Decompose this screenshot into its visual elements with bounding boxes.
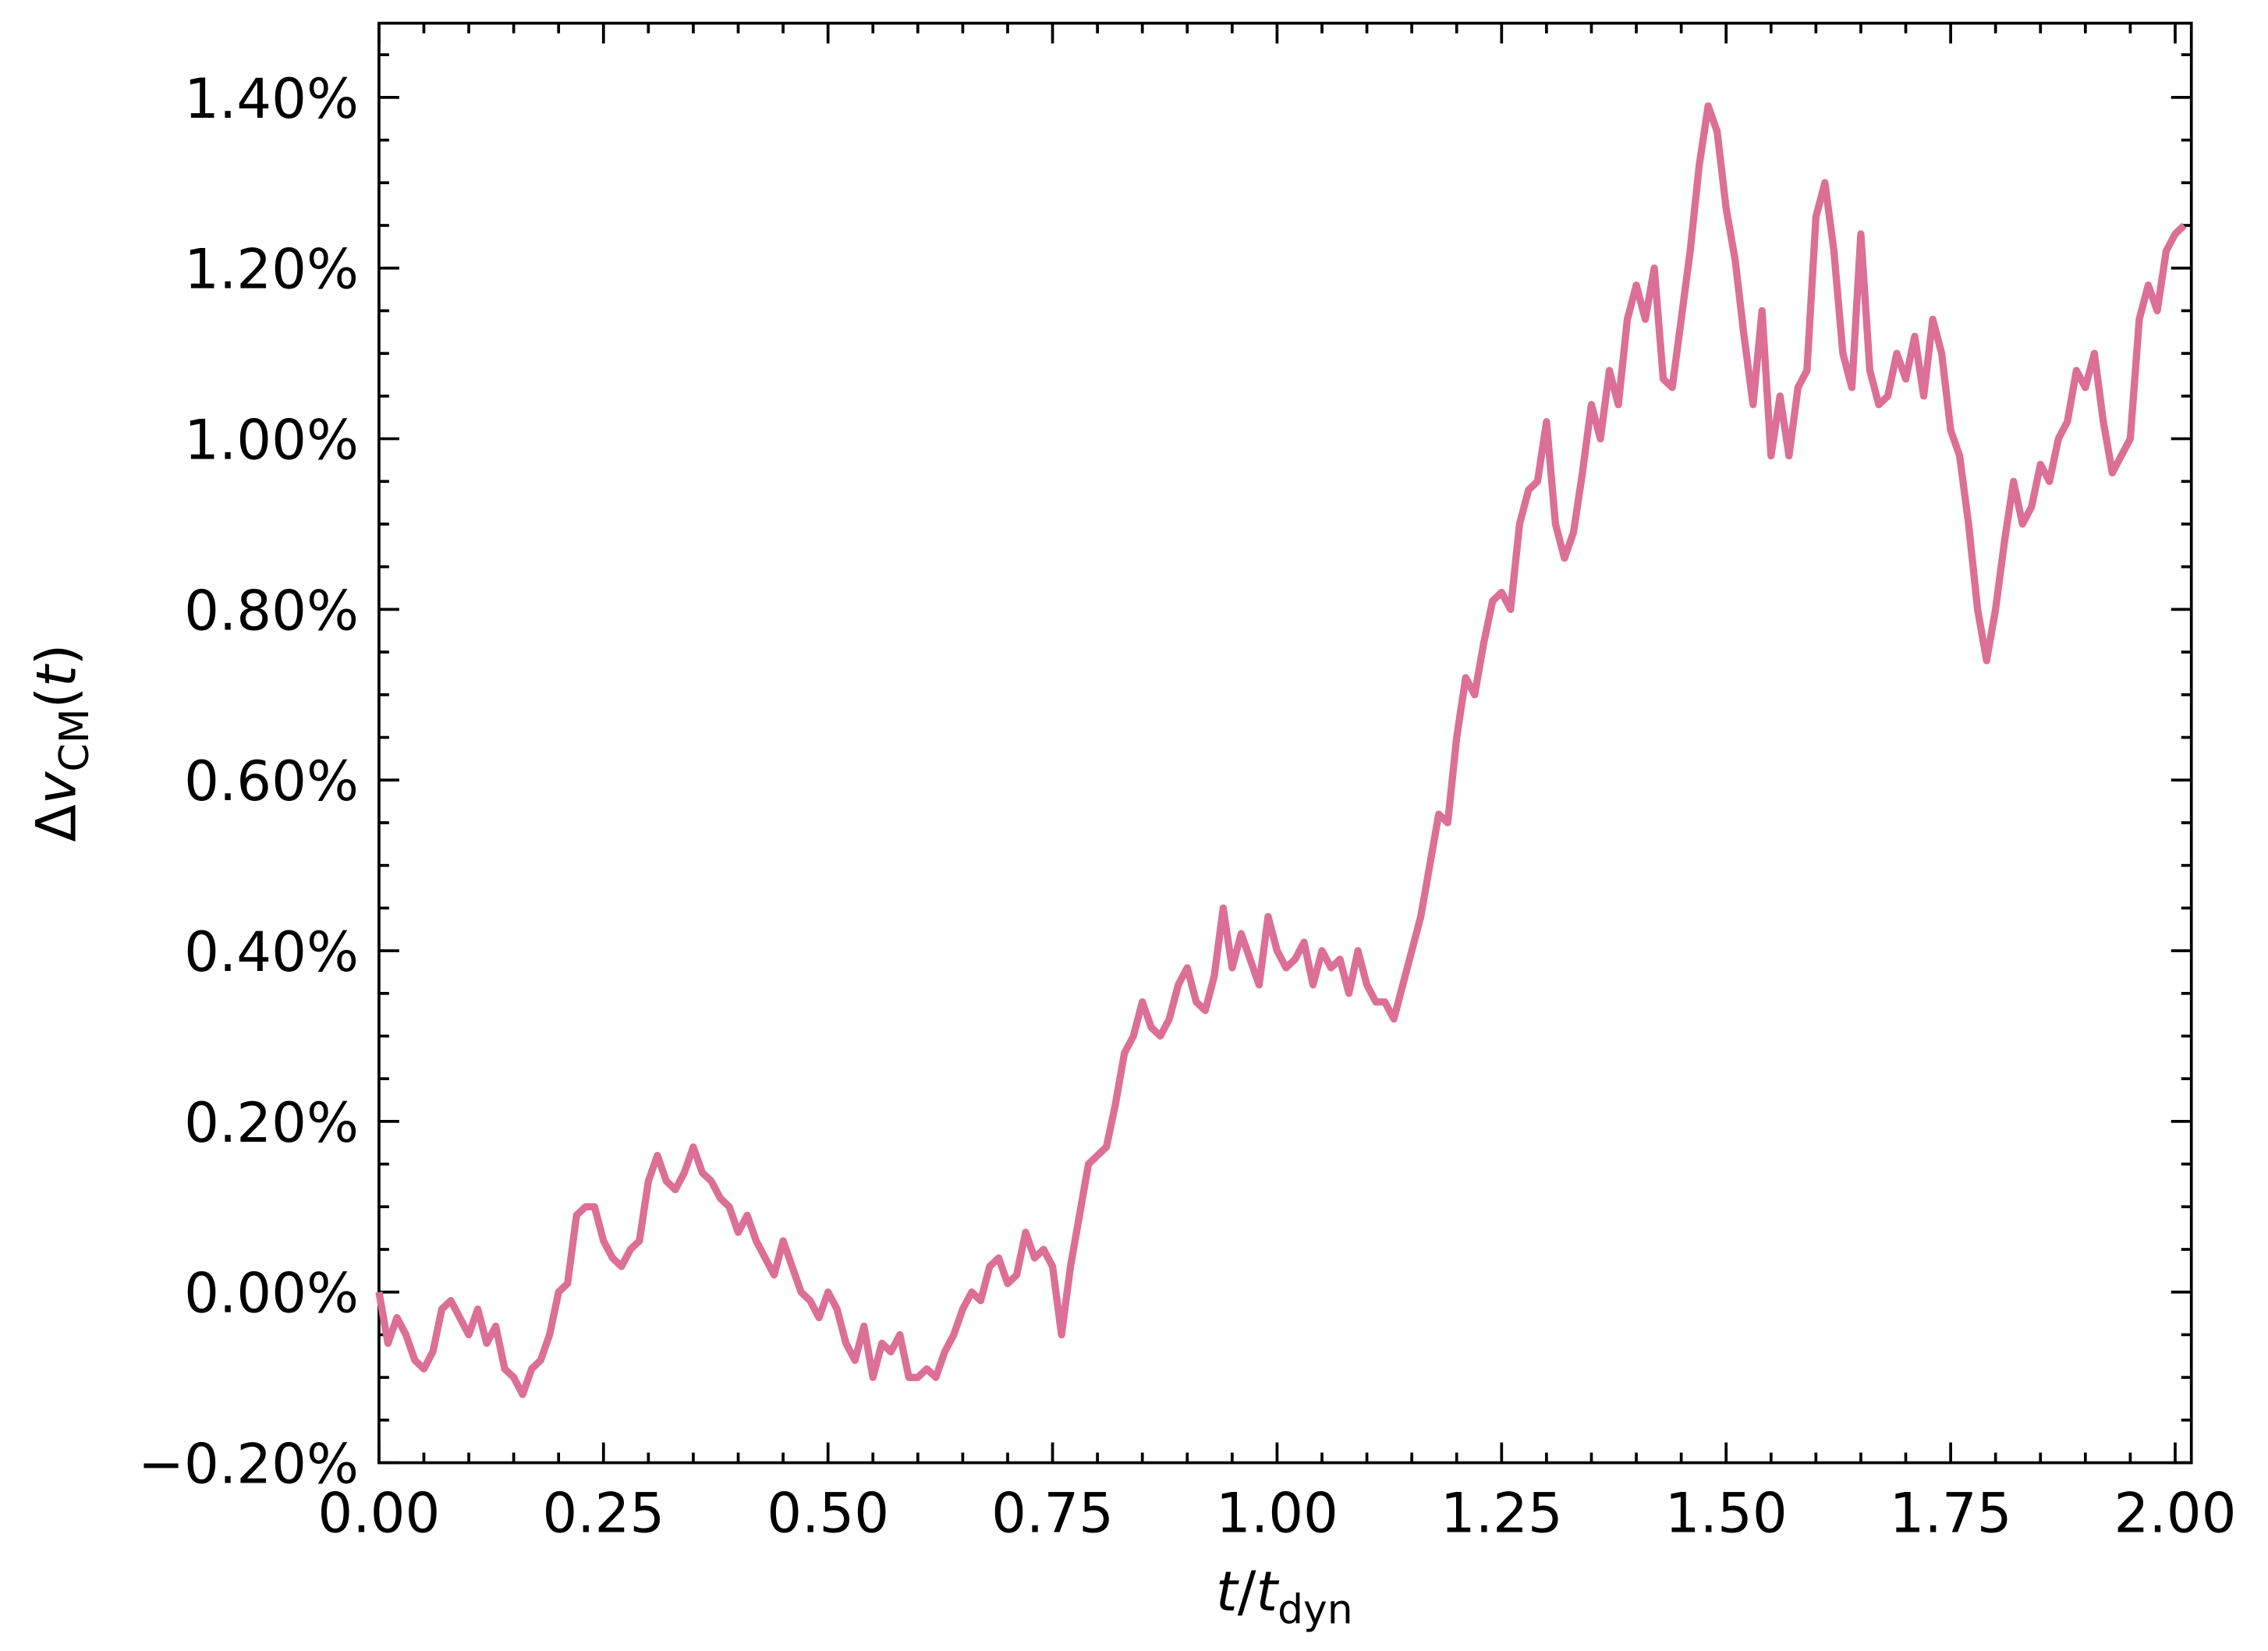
- x-label-part: dyn: [1278, 1587, 1353, 1634]
- y-tick-label: 0.40%: [184, 920, 359, 984]
- data-line: [375, 102, 2187, 1398]
- y-label-part: ): [24, 644, 88, 666]
- y-label-part: CM: [51, 708, 98, 771]
- x-tick-label: 1.50: [1665, 1482, 1788, 1546]
- y-tick-label: 0.80%: [184, 579, 359, 643]
- x-label-part: t: [1256, 1560, 1279, 1624]
- y-tick-label: 1.20%: [184, 238, 359, 302]
- x-label-part: t: [1216, 1560, 1239, 1624]
- x-tick-label: 0.00: [317, 1482, 440, 1546]
- y-label-part: (: [24, 687, 88, 709]
- x-tick-label: 2.00: [2114, 1482, 2237, 1546]
- plot-frame: [377, 21, 2193, 1465]
- y-axis-label: ΔvCM(t): [24, 644, 98, 842]
- y-tick-label: −0.20%: [138, 1433, 359, 1497]
- y-tick-label: 0.60%: [184, 749, 359, 813]
- x-tick-label: 1.75: [1890, 1482, 2012, 1546]
- x-tick-label: 0.25: [542, 1482, 664, 1546]
- x-tick-label: 1.00: [1216, 1482, 1338, 1546]
- y-label-part: Δ: [24, 804, 88, 841]
- y-tick-label: 0.20%: [184, 1091, 359, 1155]
- y-tick-label: 1.00%: [184, 409, 359, 473]
- x-tick-label: 0.50: [767, 1482, 889, 1546]
- y-tick-label: 1.40%: [184, 67, 359, 131]
- x-tick-label: 0.75: [991, 1482, 1114, 1546]
- y-label-part: v: [24, 771, 88, 804]
- y-tick-label: 0.00%: [184, 1262, 359, 1326]
- x-tick-label: 1.25: [1441, 1482, 1563, 1546]
- x-axis-label: t/tdyn: [1216, 1560, 1353, 1634]
- y-label-part: t: [24, 664, 88, 687]
- x-label-part: /: [1238, 1560, 1256, 1624]
